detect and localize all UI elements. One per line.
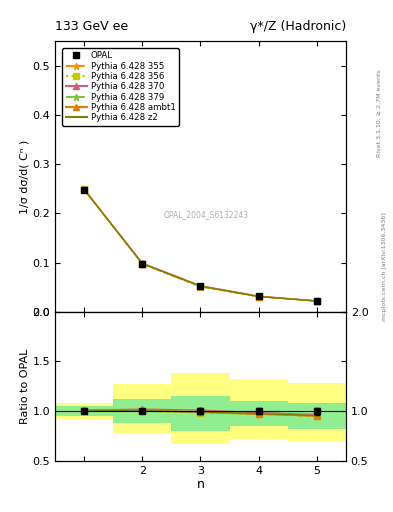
Text: 133 GeV ee: 133 GeV ee: [55, 20, 128, 33]
Text: γ*/Z (Hadronic): γ*/Z (Hadronic): [250, 20, 346, 33]
X-axis label: n: n: [196, 478, 204, 492]
Text: mcplots.cern.ch [arXiv:1306.3436]: mcplots.cern.ch [arXiv:1306.3436]: [382, 212, 387, 321]
Y-axis label: 1/σ dσ/d( Cⁿ ): 1/σ dσ/d( Cⁿ ): [20, 139, 29, 214]
Legend: OPAL, Pythia 6.428 355, Pythia 6.428 356, Pythia 6.428 370, Pythia 6.428 379, Py: OPAL, Pythia 6.428 355, Pythia 6.428 356…: [62, 48, 179, 125]
Text: OPAL_2004_S6132243: OPAL_2004_S6132243: [163, 210, 249, 219]
Text: Rivet 3.1.10; ≥ 2.7M events: Rivet 3.1.10; ≥ 2.7M events: [377, 69, 382, 157]
Y-axis label: Ratio to OPAL: Ratio to OPAL: [20, 349, 29, 424]
